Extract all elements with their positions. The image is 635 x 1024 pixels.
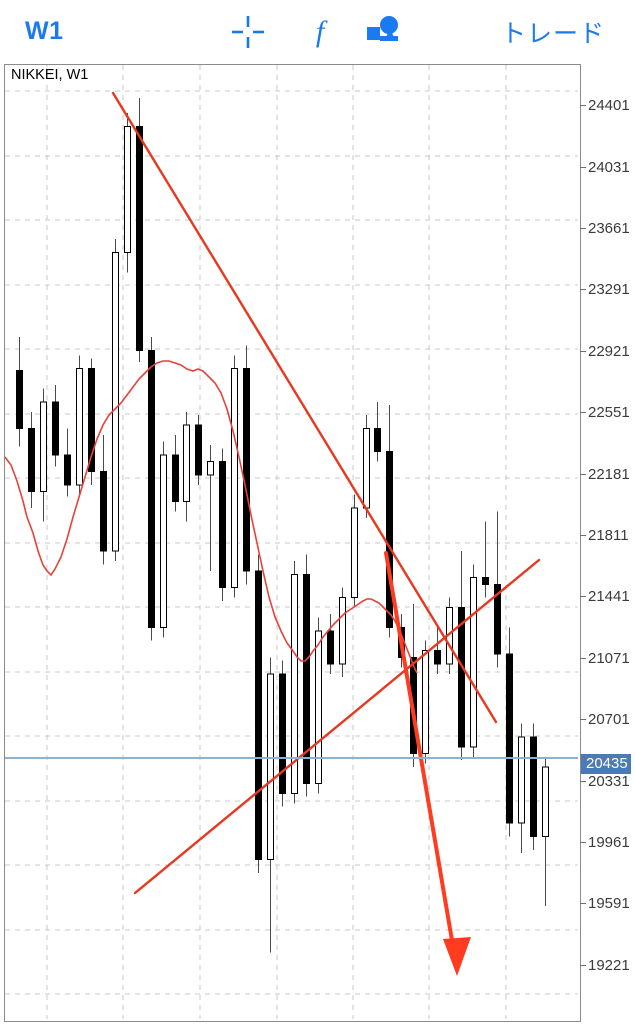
candle-body-bearish xyxy=(327,630,334,665)
axis-tick xyxy=(580,412,586,414)
indicators-fx-icon[interactable]: f xyxy=(300,14,340,50)
axis-tick xyxy=(580,473,586,475)
axis-tick xyxy=(580,657,586,659)
candle-body-bullish xyxy=(124,125,131,253)
axis-tick xyxy=(580,841,586,843)
candle-body-bearish xyxy=(494,583,501,655)
candlestick-series xyxy=(16,98,549,953)
candle-body-bearish xyxy=(374,427,381,453)
candle-body-bullish xyxy=(422,650,429,755)
candle-body-bearish xyxy=(148,349,155,628)
axis-tick xyxy=(580,719,586,721)
axis-tick-label: 19221 xyxy=(588,956,630,974)
candle-body-bullish xyxy=(315,630,322,784)
trade-button[interactable]: トレード xyxy=(500,20,605,48)
candle-body-bullish xyxy=(470,577,477,748)
candle-body-bearish xyxy=(28,427,35,492)
top-toolbar: W1 f トレード xyxy=(0,0,635,63)
axis-tick-label: 19961 xyxy=(588,833,630,851)
candle-body-bearish xyxy=(64,454,71,486)
axis-tick-label: 22181 xyxy=(588,465,630,483)
candle-body-bullish xyxy=(542,766,549,837)
candle-body-bearish xyxy=(303,573,310,784)
candle-body-bearish xyxy=(434,650,441,665)
axis-line xyxy=(580,64,581,1020)
axis-tick xyxy=(580,903,586,905)
candle-body-bearish xyxy=(386,451,393,628)
chart-grid xyxy=(5,65,578,1019)
axis-tick-label: 20701 xyxy=(588,711,630,729)
candle-body-bullish xyxy=(207,461,214,476)
axis-tick-label: 24031 xyxy=(588,158,630,176)
svg-text:f: f xyxy=(316,15,328,48)
moving-average-line xyxy=(5,360,418,674)
chart-canvas xyxy=(5,65,578,1019)
axis-tick xyxy=(580,596,586,598)
candle-body-bullish xyxy=(339,597,346,665)
candle-body-bullish xyxy=(40,401,47,492)
axis-tick-label: 22551 xyxy=(588,404,630,422)
axis-tick xyxy=(580,166,586,168)
candle-body-bullish xyxy=(112,251,119,552)
timeframe-button[interactable]: W1 xyxy=(25,17,64,45)
candle-body-bullish xyxy=(76,368,83,486)
candle-body-bullish xyxy=(267,673,274,861)
chart-symbol-label: NIKKEI, W1 xyxy=(9,67,91,83)
axis-tick xyxy=(580,535,586,537)
candle-body-bullish xyxy=(160,454,167,628)
candle-body-bullish xyxy=(518,736,525,824)
candle-body-bearish xyxy=(255,570,262,861)
axis-tick-label: 21071 xyxy=(588,649,630,667)
trendline-descending[interactable] xyxy=(111,91,498,724)
axis-tick xyxy=(580,780,586,782)
axis-tick-label: 24401 xyxy=(588,97,630,115)
candle-body-bearish xyxy=(506,653,513,824)
axis-tick-label: 21811 xyxy=(588,527,629,545)
axis-tick-label: 21441 xyxy=(588,588,630,606)
current-price-badge: 20435 xyxy=(581,754,631,775)
price-chart[interactable]: NIKKEI, W1 xyxy=(4,64,581,1022)
candle-body-bearish xyxy=(52,401,59,456)
candle-body-bearish xyxy=(219,461,226,589)
candle-body-bearish xyxy=(458,607,465,748)
candle-body-bullish xyxy=(183,424,190,502)
trendline-ascending[interactable] xyxy=(133,558,541,895)
price-axis[interactable]: 24401 24031 23661 23291 22921 22551 22181 21811… xyxy=(580,64,635,1020)
candle-body-bearish xyxy=(482,577,489,585)
axis-tick xyxy=(580,350,586,352)
candle-body-bearish xyxy=(243,368,250,572)
candle-body-bullish xyxy=(231,368,238,589)
crosshair-icon[interactable] xyxy=(228,14,268,50)
candle-body-bearish xyxy=(195,424,202,476)
axis-tick xyxy=(580,289,586,291)
candle-body-bearish xyxy=(172,454,179,502)
candle-body-bearish xyxy=(530,736,537,837)
candle-body-bullish xyxy=(351,507,358,599)
objects-icon[interactable] xyxy=(362,14,402,50)
axis-tick-label: 22921 xyxy=(588,342,630,360)
candle-body-bullish xyxy=(291,573,298,794)
candle-body-bearish xyxy=(279,673,286,794)
axis-tick-label: 23661 xyxy=(588,220,630,238)
candle-body-bearish xyxy=(100,470,107,552)
candle-body-bearish xyxy=(88,368,95,472)
axis-tick xyxy=(580,964,586,966)
candle-body-bearish xyxy=(16,369,23,429)
candle-body-bearish xyxy=(136,125,143,351)
axis-tick xyxy=(580,228,586,230)
axis-tick-label: 19591 xyxy=(588,895,630,913)
axis-tick-label: 23291 xyxy=(588,281,630,299)
axis-tick-label: 20331 xyxy=(588,772,630,790)
candle-body-bullish xyxy=(363,427,370,509)
axis-tick xyxy=(580,105,586,107)
arrow-down-projection[interactable] xyxy=(384,551,471,976)
